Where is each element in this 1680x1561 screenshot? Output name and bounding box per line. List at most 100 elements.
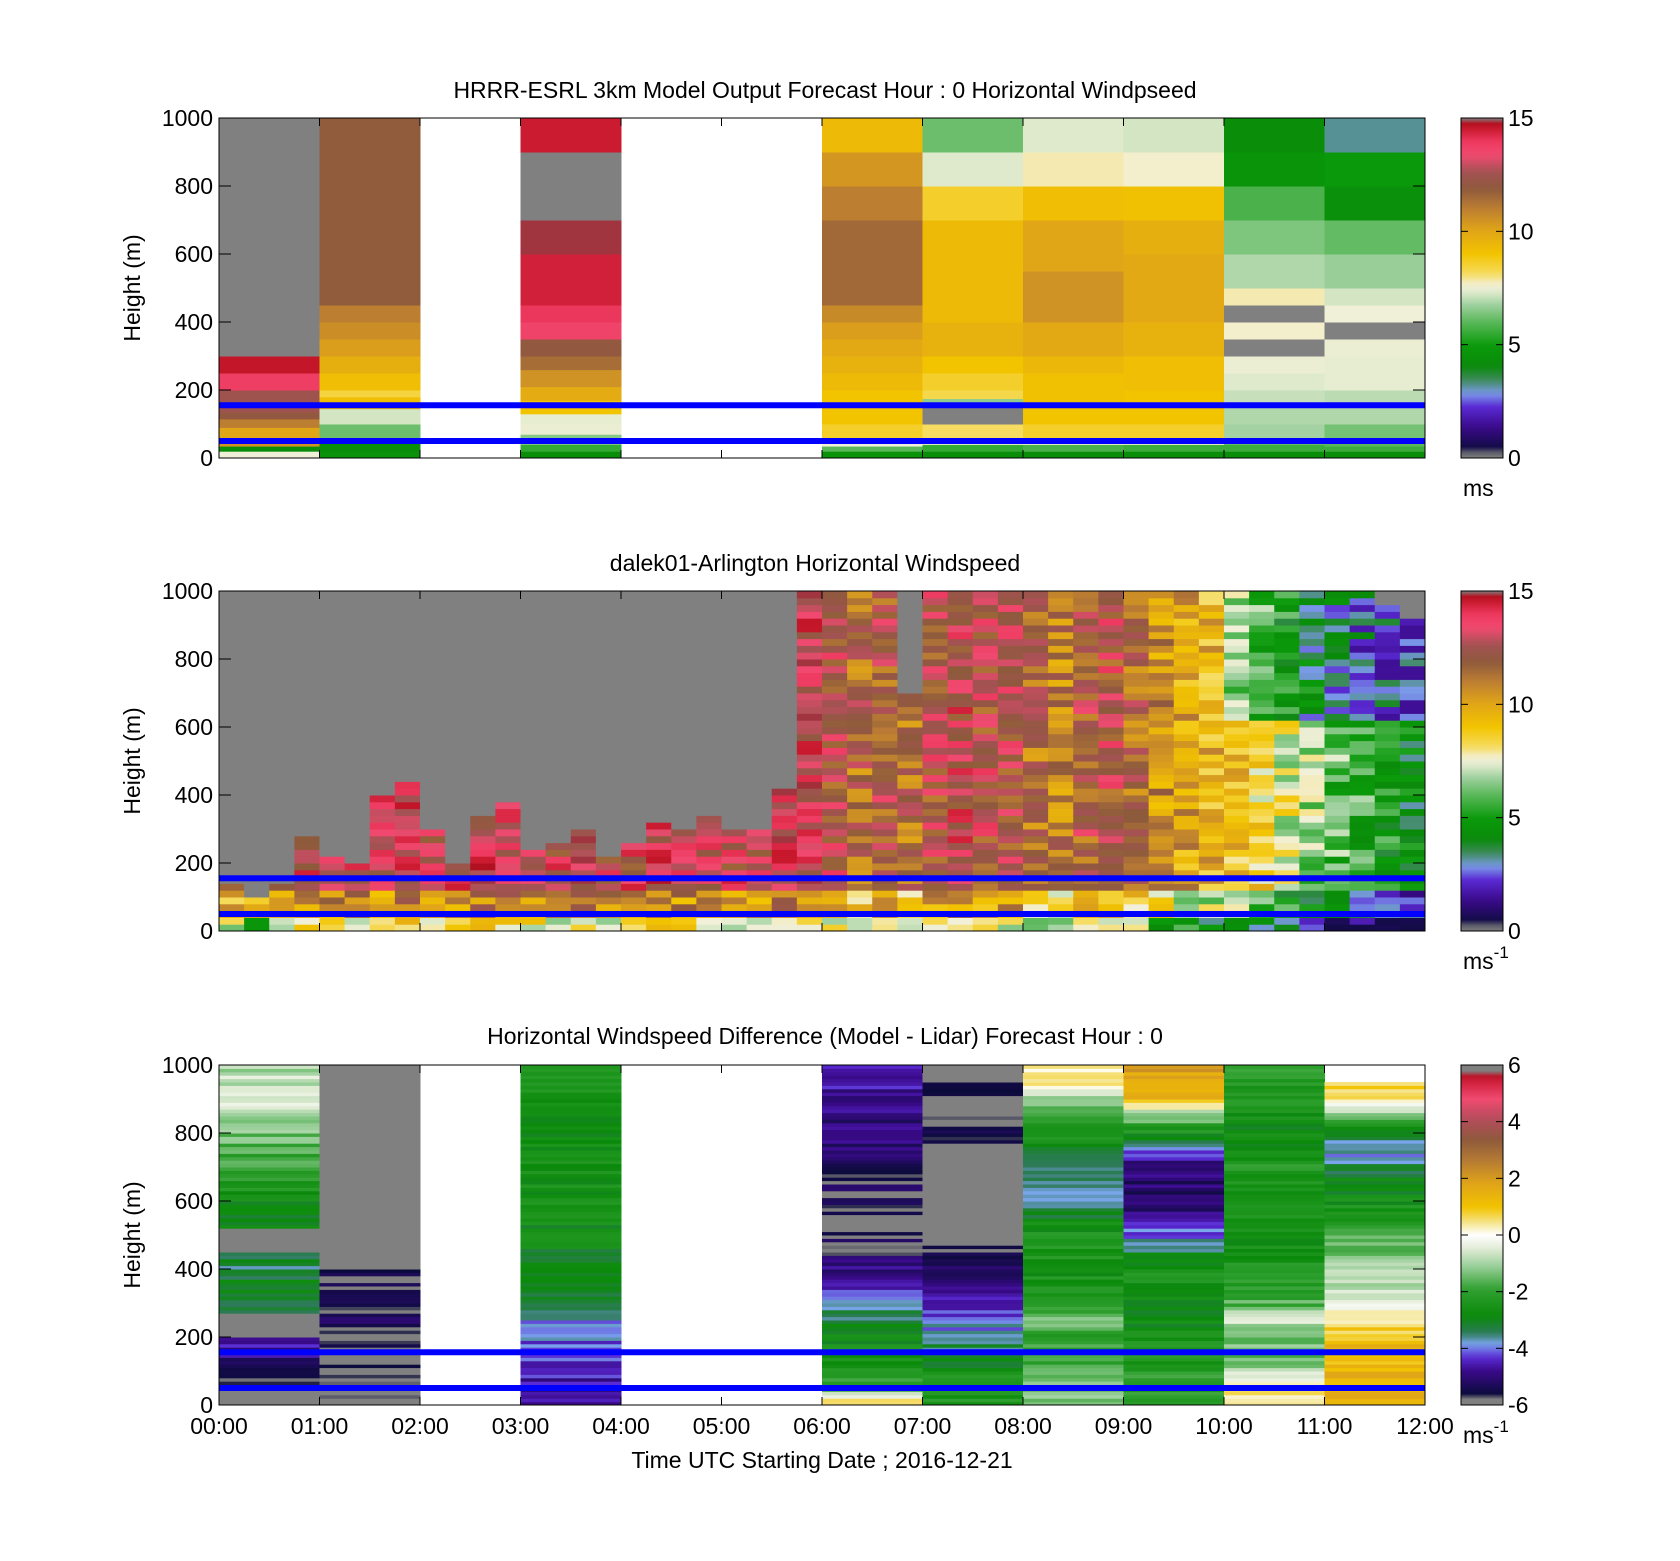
heatmap-cell: [1048, 829, 1074, 837]
heatmap-cell: [1023, 822, 1049, 830]
heatmap-cell: [847, 856, 873, 864]
heatmap-cell: [520, 1374, 622, 1379]
heatmap-cell: [671, 903, 697, 912]
heatmap-cell: [1224, 1190, 1325, 1195]
heatmap-cell: [520, 1071, 622, 1076]
heatmap-cell: [822, 1357, 923, 1362]
heatmap-cell: [721, 740, 748, 748]
heatmap-cell: [570, 591, 597, 599]
heatmap-cell: [595, 747, 622, 755]
heatmap-cell: [822, 795, 848, 803]
heatmap-cell: [1198, 618, 1225, 626]
heatmap-cell: [344, 754, 371, 762]
heatmap-cell: [972, 903, 999, 912]
heatmap-cell: [847, 869, 873, 878]
heatmap-cell: [922, 1377, 1024, 1382]
heatmap-cell: [1224, 1068, 1325, 1073]
heatmap-cell: [922, 1102, 1024, 1107]
heatmap-cell: [721, 679, 748, 687]
heatmap-cell: [1249, 863, 1275, 871]
heatmap-cell: [219, 611, 245, 619]
heatmap-cell: [1048, 652, 1074, 660]
heatmap-cell: [344, 801, 371, 810]
heatmap-cell: [1349, 740, 1376, 748]
heatmap-cell: [771, 774, 798, 782]
heatmap-cell: [746, 611, 773, 619]
heatmap-cell: [1123, 659, 1150, 667]
heatmap-cell: [269, 631, 295, 640]
heatmap-cell: [420, 720, 446, 728]
heatmap-cell: [997, 917, 1024, 925]
heatmap-cell: [1023, 631, 1049, 640]
heatmap-cell: [671, 706, 697, 714]
heatmap-cell: [294, 835, 320, 844]
heatmap-cell: [319, 591, 346, 599]
heatmap-cell: [1048, 903, 1074, 912]
heatmap-cell: [1224, 754, 1250, 762]
heatmap-cell: [1224, 1316, 1325, 1321]
heatmap-cell: [570, 679, 597, 687]
heatmap-cell: [545, 713, 572, 721]
heatmap-cell: [394, 659, 421, 667]
heatmap-cell: [621, 611, 647, 619]
heatmap-cell: [822, 1381, 923, 1386]
heatmap-cell: [947, 720, 974, 728]
heatmap-cell: [570, 808, 597, 816]
heatmap-cell: [796, 890, 823, 898]
heatmap-cell: [746, 706, 773, 714]
heatmap-cell: [696, 672, 722, 680]
heatmap-cell: [1123, 706, 1150, 714]
heatmap-cell: [997, 591, 1024, 599]
heatmap-cell: [319, 1065, 421, 1069]
heatmap-cell: [1023, 407, 1124, 425]
heatmap-cell: [570, 856, 597, 864]
heatmap-cell: [1148, 788, 1175, 796]
heatmap-cell: [1324, 1309, 1426, 1314]
heatmap-cell: [1299, 767, 1325, 776]
heatmap-cell: [922, 747, 949, 755]
heatmap-cell: [1324, 1343, 1426, 1348]
heatmap-cell: [1374, 917, 1401, 925]
heatmap-cell: [219, 1309, 320, 1314]
heatmap-cell: [1324, 1136, 1426, 1141]
heatmap-cell: [1198, 665, 1225, 674]
heatmap-cell: [420, 699, 446, 708]
heatmap-cell: [1123, 1218, 1225, 1222]
heatmap-cell: [344, 740, 371, 748]
heatmap-cell: [219, 1228, 320, 1233]
heatmap-cell: [394, 801, 421, 810]
heatmap-cell: [796, 733, 823, 742]
heatmap-cell: [269, 903, 295, 912]
heatmap-cell: [420, 890, 446, 898]
heatmap-cell: [1023, 1391, 1124, 1396]
heatmap-cell: [1198, 699, 1225, 708]
heatmap-cell: [1224, 1326, 1325, 1331]
heatmap-cell: [972, 686, 999, 694]
heatmap-cell: [922, 1204, 1024, 1209]
heatmap-cell: [922, 1122, 1024, 1127]
heatmap-cell: [796, 774, 823, 782]
heatmap-cell: [847, 699, 873, 708]
heatmap-cell: [545, 740, 572, 748]
heatmap-cell: [1098, 917, 1124, 925]
heatmap-cell: [822, 373, 923, 391]
heatmap-cell: [771, 815, 798, 823]
heatmap-cell: [696, 713, 722, 721]
heatmap-cell: [1198, 774, 1225, 782]
heatmap-cell: [922, 1347, 1024, 1352]
heatmap-cell: [1148, 597, 1175, 606]
y-tick-label: 800: [175, 1120, 213, 1146]
heatmap-cell: [872, 747, 898, 755]
heatmap-cell: [394, 645, 421, 653]
heatmap-cell: [671, 849, 697, 857]
heatmap-cell: [1123, 1136, 1225, 1141]
heatmap-cell: [319, 1218, 421, 1222]
heatmap-cell: [922, 761, 949, 769]
heatmap-cell: [696, 924, 722, 932]
heatmap-cell: [219, 917, 245, 925]
heatmap-cell: [269, 611, 295, 619]
heatmap-cell: [1349, 890, 1376, 898]
heatmap-cell: [1374, 699, 1401, 708]
heatmap-cell: [646, 604, 672, 612]
heatmap-cell: [445, 659, 471, 667]
